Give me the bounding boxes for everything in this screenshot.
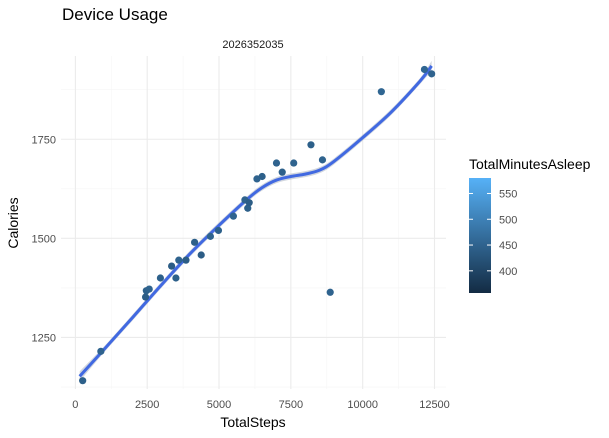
data-point (420, 65, 429, 74)
data-point (156, 274, 165, 282)
data-point (172, 274, 180, 282)
facet-label: 2026352035 (222, 39, 283, 51)
x-axis-ticks: 0 2500 5000 7500 10000 12500 (72, 399, 450, 411)
data-point (141, 293, 150, 301)
legend-ticks: 400 450 500 550 (469, 188, 517, 278)
y-tick-label: 1750 (32, 134, 56, 146)
x-tick-label: 0 (72, 399, 78, 411)
data-point (214, 226, 223, 235)
data-point (229, 212, 237, 220)
data-point (168, 262, 176, 270)
data-point (428, 70, 436, 78)
y-axis-title: Calories (5, 197, 21, 248)
x-tick-label: 5000 (207, 399, 231, 411)
x-tick-label: 2500 (135, 399, 159, 411)
data-points (79, 65, 436, 385)
y-tick-label: 1500 (32, 233, 56, 245)
data-point (175, 256, 183, 264)
data-point (272, 159, 281, 167)
data-point (245, 199, 253, 207)
data-point (290, 159, 298, 167)
data-point (145, 285, 153, 293)
data-point (307, 141, 315, 149)
legend-tick-label: 500 (499, 214, 517, 226)
legend-colorbar (469, 178, 491, 293)
data-point (326, 288, 334, 296)
x-tick-label: 7500 (279, 399, 303, 411)
data-point (197, 251, 205, 259)
x-axis-title: TotalSteps (220, 414, 285, 430)
data-point (79, 377, 87, 385)
legend-tick-label: 400 (499, 266, 517, 278)
data-point (318, 156, 327, 164)
confidence-band (79, 60, 432, 382)
data-point (377, 88, 385, 96)
grid-lines (61, 56, 446, 389)
legend-title: TotalMinutesAsleep (469, 156, 591, 172)
data-point (182, 256, 190, 264)
legend: TotalMinutesAsleep 400 450 500 550 (469, 156, 591, 293)
data-point (278, 168, 286, 176)
data-point (244, 204, 252, 212)
smooth-line (78, 65, 433, 378)
plot-panel (61, 56, 446, 389)
data-point (191, 238, 199, 246)
x-tick-label: 12500 (419, 399, 450, 411)
y-axis-ticks: 1250 1500 1750 (32, 134, 56, 344)
legend-tick-label: 550 (499, 188, 517, 200)
chart-title: Device Usage (62, 5, 168, 24)
data-point (206, 232, 215, 240)
legend-tick-label: 450 (499, 240, 517, 252)
data-point (97, 347, 105, 355)
data-point (258, 172, 266, 181)
x-tick-label: 10000 (347, 399, 378, 411)
y-tick-label: 1250 (32, 332, 56, 344)
